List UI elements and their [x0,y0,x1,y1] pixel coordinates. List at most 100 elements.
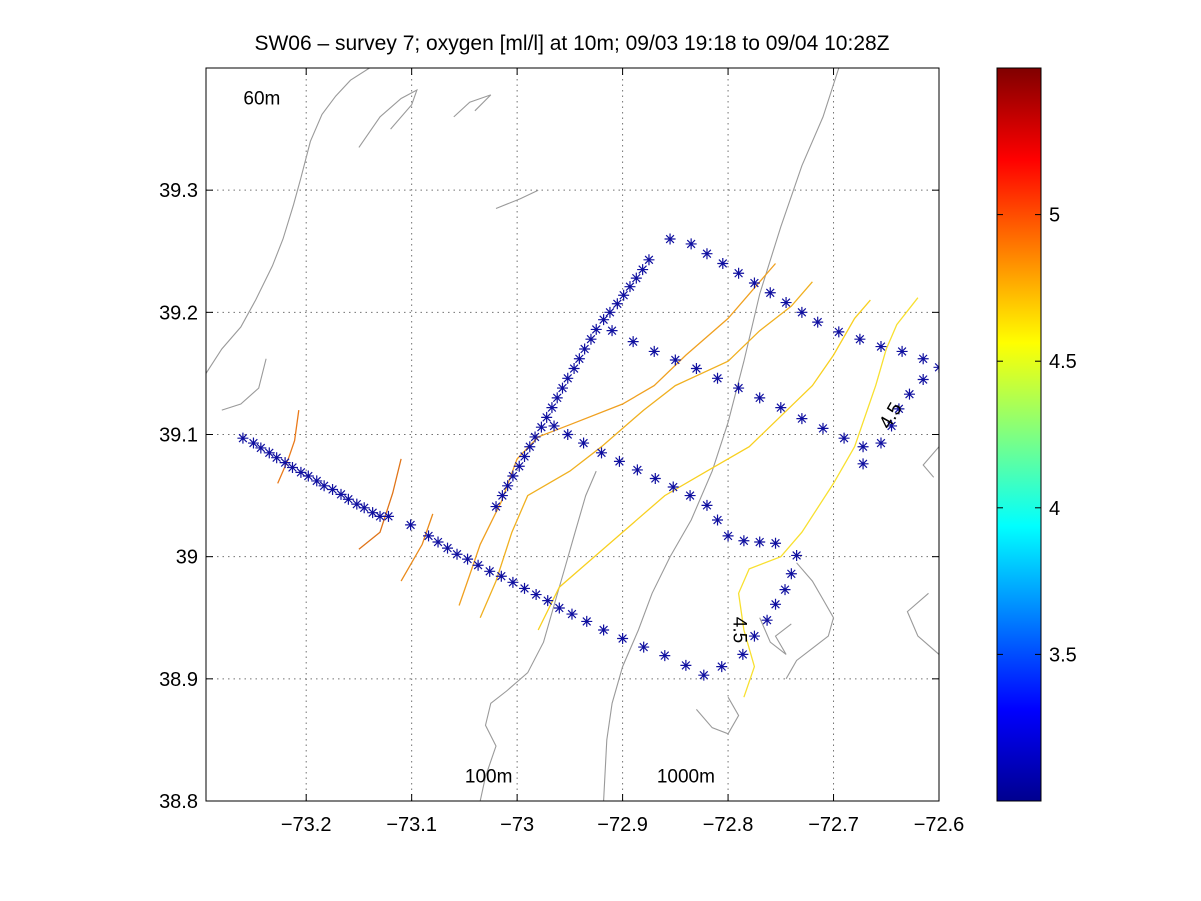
station-marker [669,354,681,366]
station-marker [542,595,554,607]
station-marker [295,466,307,478]
station-marker [327,483,339,495]
isobath-contours [206,68,939,801]
station-marker [648,345,660,357]
isobath-line [906,592,939,655]
isobath-line [221,358,267,411]
station-marker [507,576,519,588]
station-marker [712,514,724,526]
station-marker [685,238,697,250]
isobath-line [495,189,539,210]
station-marker [780,297,792,309]
station-marker [311,475,323,487]
x-tick-label: −72.7 [808,814,859,836]
station-marker [546,402,558,414]
station-marker [598,314,610,326]
isobath-line [922,446,939,478]
station-marker [562,372,574,384]
station-marker [770,598,782,610]
station-marker [263,447,275,459]
station-marker [606,325,618,337]
station-marker [917,374,929,386]
y-tick-label: 39.1 [159,425,198,447]
station-marker [775,402,787,414]
station-marker [590,323,602,335]
station-marker [875,341,887,353]
station-marker [893,403,905,415]
station-marker [507,470,519,482]
station-marker [896,345,908,357]
colorbar-tick-label: 5 [1049,205,1060,227]
station-marker [857,441,869,453]
grid [206,68,939,801]
oxygen-contour-line [400,513,434,582]
station-marker [764,287,776,299]
station-marker [519,450,531,462]
x-tick-label: −72.6 [914,814,965,836]
station-marker [579,343,591,355]
oxygen-contour-line [277,410,300,484]
station-marker [722,530,734,542]
station-marker [637,264,649,276]
x-tick-label: −72.8 [703,814,754,836]
y-tick-label: 38.9 [159,669,198,691]
station-marker [738,535,750,547]
colorbar-ticks: 3.5 4 4.5 5 [997,205,1077,666]
station-marker [513,460,525,472]
station-marker [791,549,803,561]
station-marker [237,432,249,444]
station-marker [524,441,536,453]
chart-title: SW06 – survey 7; oxygen [ml/l] at 10m; 0… [254,32,889,55]
station-marker [566,608,578,620]
station-marker [578,437,590,449]
station-marker [581,615,593,627]
station-marker [712,372,724,384]
station-marker [598,624,610,636]
y-tick-label: 39 [176,547,198,569]
station-marker [680,659,692,671]
station-marker [761,614,773,626]
station-marker [903,388,915,400]
station-marker [748,630,760,642]
station-marker [754,392,766,404]
station-marker [667,481,679,493]
station-marker [548,420,560,432]
station-marker [796,413,808,425]
contour-value-label: 4.5 [729,617,750,643]
isobath-line [358,88,418,148]
station-marker [617,633,629,645]
colorbar: 3.5 4 4.5 5 [996,67,1077,802]
isobath-label: 100m [465,767,513,788]
station-marker [553,602,565,614]
station-marker [631,464,643,476]
station-marker [462,553,474,565]
station-marker [643,254,655,266]
station-marker [495,570,507,582]
station-marker [247,437,259,449]
station-marker [785,568,797,580]
station-marker [812,316,824,328]
x-axis-ticks: −73.2 −73.1 −73 −72.9 −72.8 −72.7 −72.6 [281,68,964,836]
station-marker [638,641,650,653]
station-marker [770,537,782,549]
colorbar-gradient [997,68,1041,801]
station-marker [611,298,623,310]
station-marker [335,488,347,500]
isobath-label: 1000m [657,767,715,788]
station-markers [237,233,939,681]
oxygen-contour-line [358,458,402,550]
isobath-line [603,68,840,801]
isobath-line [759,617,792,655]
station-marker [382,510,394,522]
station-marker [733,267,745,279]
station-marker [530,589,542,601]
station-marker [529,431,541,443]
station-marker [568,363,580,375]
station-marker [535,421,547,433]
y-tick-label: 39.3 [159,180,198,202]
station-marker [490,501,502,513]
station-marker [358,502,370,514]
station-marker [573,353,585,365]
